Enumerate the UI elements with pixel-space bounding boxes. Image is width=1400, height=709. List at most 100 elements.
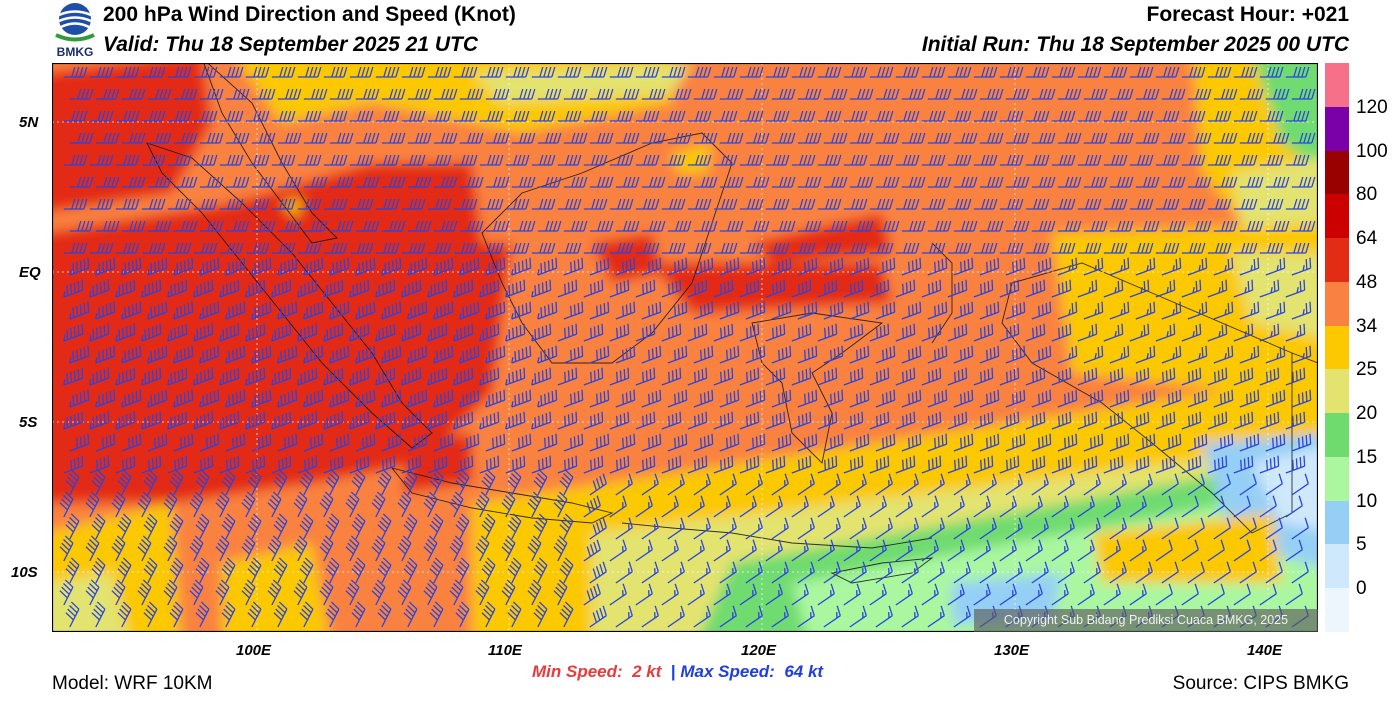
wind-barb	[693, 132, 718, 144]
wind-map: Copyright Sub Bidang Prediksi Cuaca BMKG…	[52, 63, 1318, 632]
wind-barb	[531, 242, 556, 254]
wind-barb	[375, 279, 396, 298]
wind-barb	[1083, 132, 1108, 144]
wind-barb	[641, 220, 666, 232]
wind-barb	[693, 88, 718, 100]
wind-barb	[589, 176, 614, 188]
wind-barb	[791, 279, 812, 298]
wind-barb	[1207, 279, 1228, 298]
wind-barb	[121, 257, 142, 276]
wind-barb	[485, 301, 506, 320]
wind-barb	[1109, 257, 1130, 276]
wind-barb	[921, 323, 942, 342]
wind-barb	[973, 323, 994, 342]
wind-barb	[1135, 301, 1156, 320]
wind-barb	[245, 110, 270, 122]
wind-barb	[147, 132, 172, 144]
wind-barb	[375, 110, 400, 122]
lat-label-10s: 10S	[11, 564, 38, 581]
wind-barb	[1239, 132, 1264, 144]
wind-barb	[167, 154, 192, 166]
wind-barb	[407, 301, 428, 320]
wind-barb	[115, 154, 140, 166]
wind-barb	[765, 279, 786, 298]
wind-barb	[1057, 176, 1082, 188]
wind-barb	[1259, 66, 1284, 78]
wind-barb	[297, 66, 322, 78]
lon-label-140e: 140E	[1247, 642, 1283, 659]
wind-barb	[615, 257, 636, 276]
wind-barb	[173, 88, 198, 100]
wind-barb	[401, 323, 422, 342]
wind-barb	[69, 301, 90, 320]
wind-barb	[843, 110, 868, 122]
wind-barb	[147, 257, 168, 276]
wind-barb	[849, 176, 874, 188]
wind-barb	[1207, 110, 1232, 122]
wind-barb	[95, 88, 120, 100]
speed-colorbar	[1325, 63, 1349, 632]
wind-barb	[1103, 154, 1128, 166]
wind-barb	[511, 257, 532, 276]
wind-barb	[901, 257, 922, 276]
wind-barb	[329, 220, 354, 232]
wind-barb	[615, 88, 640, 100]
wind-barb	[531, 323, 552, 342]
wind-barb	[713, 110, 738, 122]
wind-barb	[583, 154, 608, 166]
lon-label-120e: 120E	[741, 642, 777, 659]
wind-barb	[1291, 301, 1312, 320]
wind-barb	[771, 301, 792, 320]
wind-barb	[401, 242, 426, 254]
wind-barb	[427, 198, 452, 210]
wind-barb	[225, 176, 250, 188]
wind-barb	[791, 198, 816, 210]
wind-barb	[1057, 132, 1082, 144]
wind-barb	[1103, 110, 1128, 122]
colorbar-segment	[1325, 369, 1349, 414]
wind-barb	[537, 88, 562, 100]
wind-barb	[245, 242, 270, 254]
wind-barb	[1051, 66, 1076, 78]
lon-label-130e: 130E	[994, 642, 1030, 659]
wind-barb	[745, 88, 770, 100]
wind-barb	[1083, 88, 1108, 100]
wind-barb	[355, 88, 380, 100]
wind-barb	[479, 154, 504, 166]
wind-barb	[89, 154, 114, 166]
wind-barb	[823, 132, 848, 144]
wind-barb	[947, 110, 972, 122]
wind-barb	[69, 220, 94, 232]
wind-barb	[791, 66, 816, 78]
wind-barb	[141, 198, 166, 210]
wind-barb	[745, 301, 766, 320]
wind-barb	[687, 279, 708, 298]
wind-barb	[557, 242, 582, 254]
wind-barb	[895, 198, 920, 210]
colorbar-tick-label: 34	[1356, 315, 1378, 337]
wind-barb	[765, 242, 790, 254]
wind-barb	[381, 176, 406, 188]
wind-barb	[719, 301, 740, 320]
wind-barb	[1057, 257, 1078, 276]
wind-barb	[739, 154, 764, 166]
wind-barb	[193, 198, 218, 210]
wind-barb	[1265, 88, 1290, 100]
wind-barb	[427, 154, 452, 166]
wind-barb	[453, 198, 478, 210]
copyright-notice: Copyright Sub Bidang Prediksi Cuaca BMKG…	[974, 609, 1318, 632]
wind-barb	[531, 198, 556, 210]
wind-barb	[667, 301, 688, 320]
wind-barb	[1285, 66, 1310, 78]
wind-barb	[401, 110, 426, 122]
wind-barb	[1213, 301, 1234, 320]
wind-barb	[1207, 66, 1232, 78]
wind-barb	[349, 66, 374, 78]
max-speed-value: 64 kt	[784, 662, 824, 681]
colorbar-tick-label: 100	[1356, 140, 1388, 162]
wind-barb	[687, 242, 712, 254]
wind-barb	[713, 323, 734, 342]
wind-barb	[765, 66, 790, 78]
wind-barb	[1213, 88, 1238, 100]
wind-barb	[277, 176, 302, 188]
